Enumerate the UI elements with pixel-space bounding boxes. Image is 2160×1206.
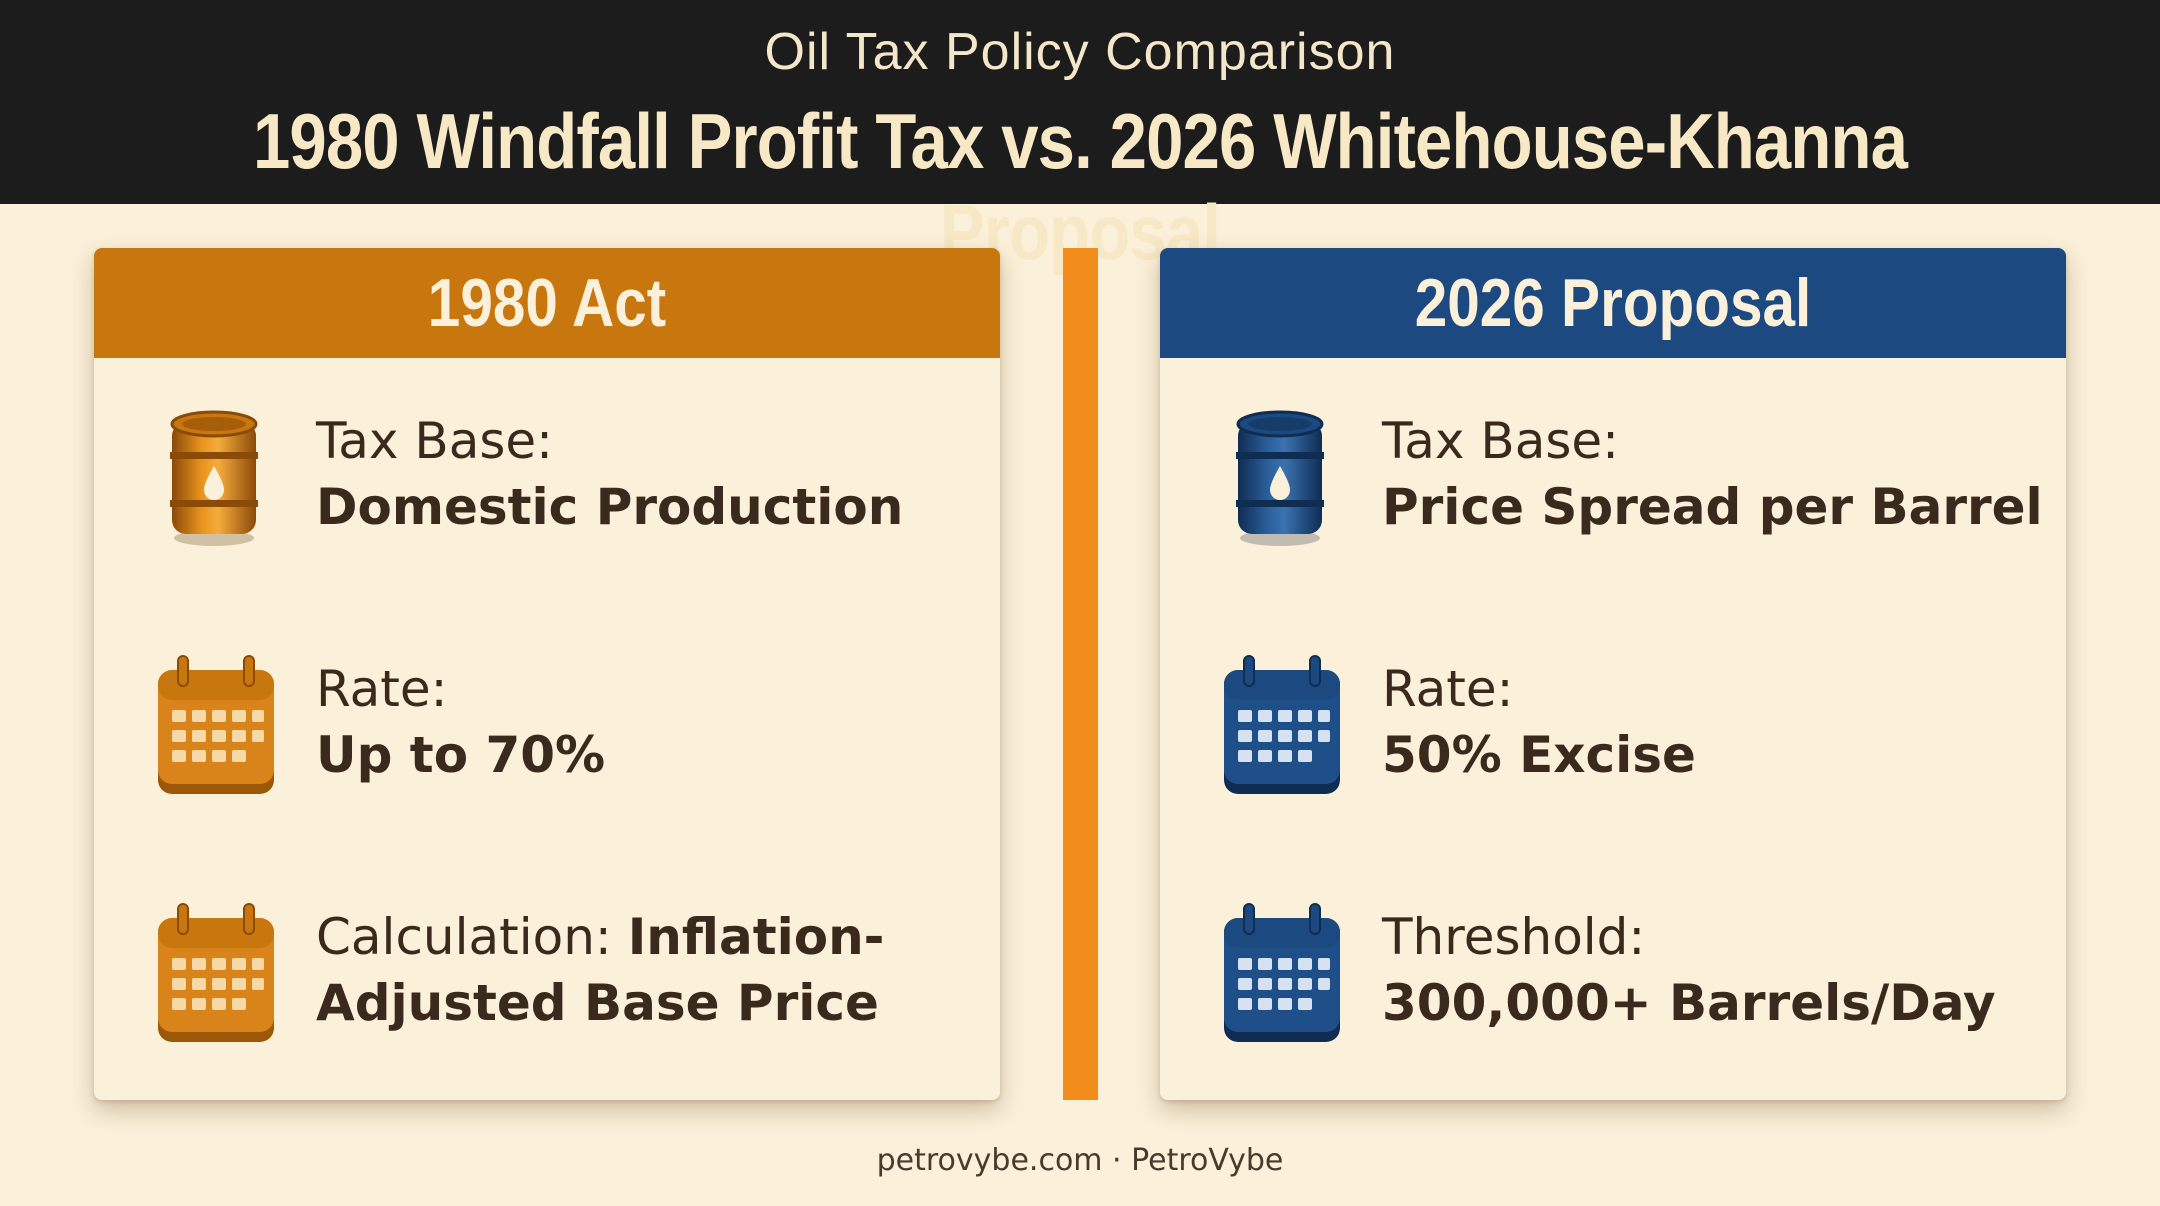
row-value: 50% Excise	[1382, 726, 1696, 784]
page-subtitle: Oil Tax Policy Comparison	[764, 23, 1396, 81]
card-1980-act: 1980 Act	[94, 248, 1000, 1100]
row-value: 300,000+ Barrels/Day	[1382, 974, 1996, 1032]
oil-barrel-icon	[1208, 400, 1348, 560]
footer-credit: petrovybe.com · PetroVybe	[876, 1143, 1284, 1178]
row-rate: Rate: Up to 70%	[94, 648, 1000, 808]
calendar-icon	[142, 648, 282, 808]
row-tax-base: Tax Base: Domestic Production	[94, 400, 1000, 560]
row-label: Calculation:	[316, 908, 612, 966]
card-heading-bar: 2026 Proposal	[1160, 248, 2066, 358]
card-2026-proposal: 2026 Proposal	[1160, 248, 2066, 1100]
row-rate: Rate: 50% Excise	[1160, 648, 2066, 808]
card-heading: 1980 Act	[427, 265, 667, 341]
row-value: Price Spread per Barrel	[1382, 478, 2043, 536]
row-text: Rate: 50% Excise	[1382, 656, 2052, 788]
page-title: 1980 Windfall Profit Tax vs. 2026 Whiteh…	[252, 97, 1908, 276]
row-value: Domestic Production	[316, 478, 904, 536]
calendar-icon	[142, 896, 282, 1056]
row-value: Inflation-Adjusted Base Price	[316, 908, 885, 1032]
calendar-icon	[1208, 648, 1348, 808]
card-heading: 2026 Proposal	[1414, 265, 1812, 341]
header-banner: Oil Tax Policy Comparison 1980 Windfall …	[0, 0, 2160, 276]
row-text: Tax Base: Domestic Production	[316, 408, 986, 540]
row-label: Threshold:	[1382, 908, 1646, 966]
row-threshold: Threshold: 300,000+ Barrels/Day	[1160, 896, 2066, 1056]
calendar-icon	[1208, 896, 1348, 1056]
oil-barrel-icon	[142, 400, 282, 560]
row-text: Rate: Up to 70%	[316, 656, 986, 788]
row-calculation: Calculation: Inflation-Adjusted Base Pri…	[94, 896, 1000, 1056]
card-heading-bar: 1980 Act	[94, 248, 1000, 358]
row-label: Tax Base:	[1382, 412, 1619, 470]
row-value: Up to 70%	[316, 726, 606, 784]
center-divider	[1063, 248, 1098, 1100]
row-tax-base: Tax Base: Price Spread per Barrel	[1160, 400, 2066, 560]
row-text: Calculation: Inflation-Adjusted Base Pri…	[316, 904, 986, 1036]
row-label: Rate:	[316, 660, 448, 718]
row-label: Tax Base:	[316, 412, 553, 470]
row-label: Rate:	[1382, 660, 1514, 718]
row-text: Tax Base: Price Spread per Barrel	[1382, 408, 2052, 540]
row-text: Threshold: 300,000+ Barrels/Day	[1382, 904, 2052, 1036]
